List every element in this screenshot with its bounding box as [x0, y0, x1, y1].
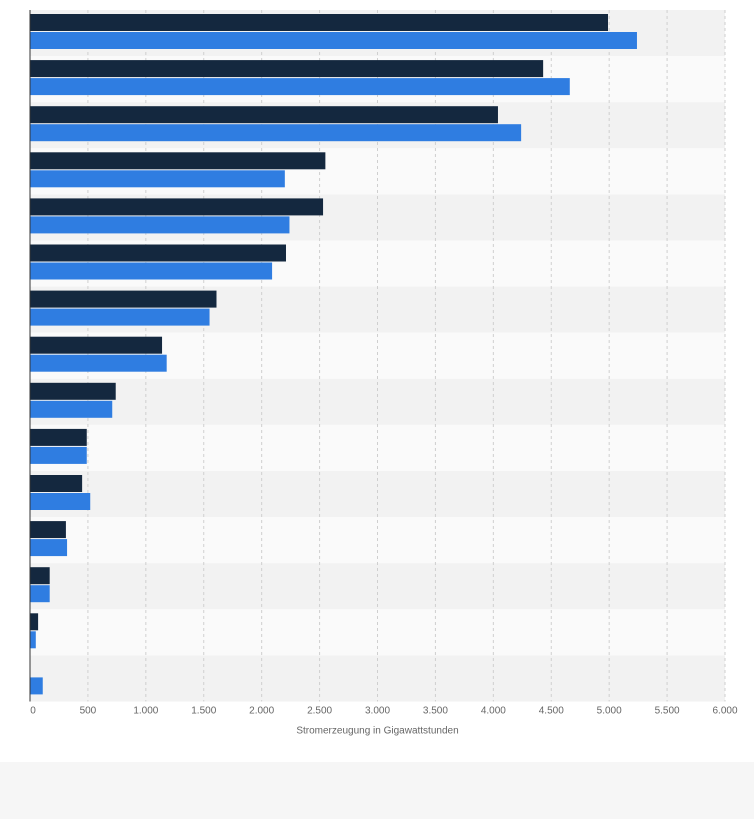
- bar-series-1: [30, 475, 83, 492]
- bar-series-2: [30, 124, 522, 142]
- bar-series-2: [30, 308, 210, 326]
- bar-series-2: [30, 446, 87, 464]
- footer-area: [0, 762, 754, 819]
- bar-series-2: [30, 677, 43, 695]
- x-tick-label: 1.000: [133, 706, 158, 717]
- bar-series-2: [30, 262, 273, 280]
- bar-series-1: [30, 60, 544, 78]
- x-tick-label: 1.500: [191, 706, 216, 717]
- bar-series-1: [30, 382, 116, 400]
- bar-series-1: [30, 290, 217, 308]
- bar-series-1: [30, 106, 498, 124]
- x-tick-label: 2.500: [307, 706, 332, 717]
- bar-series-2: [30, 539, 68, 557]
- bar-series-1: [30, 521, 66, 539]
- bar-series-2: [30, 585, 50, 603]
- x-axis-title: Stromerzeugung in Gigawattstunden: [296, 726, 458, 737]
- x-tick-label: 5.000: [597, 706, 622, 717]
- bar-series-2: [30, 400, 113, 418]
- bar-series-2: [30, 493, 91, 510]
- x-tick-label: 6.000: [712, 706, 737, 717]
- bar-series-2: [30, 78, 570, 96]
- x-tick-label: 500: [80, 706, 97, 717]
- bar-series-2: [30, 354, 167, 372]
- bar-series-1: [30, 244, 286, 262]
- x-tick-label: 4.000: [481, 706, 506, 717]
- bar-series-2: [30, 216, 290, 234]
- x-tick-label: 4.500: [539, 706, 564, 717]
- bar-series-1: [30, 613, 39, 631]
- x-tick-label: 3.500: [423, 706, 448, 717]
- x-tick-label: 0: [30, 706, 36, 717]
- x-tick-label: 5.500: [655, 706, 680, 717]
- bar-series-1: [30, 567, 50, 585]
- bar-series-2: [30, 631, 36, 649]
- bar-series-2: [30, 32, 637, 49]
- x-tick-labels: 0 500 1.000 1.500 2.000 2.500 3.000 3.500 4.000 4…: [30, 706, 738, 717]
- bar-series-2: [30, 170, 285, 188]
- bar-series-1: [30, 14, 609, 31]
- x-tick-label: 2.000: [249, 706, 274, 717]
- x-tick-label: 3.000: [365, 706, 390, 717]
- bar-series-1: [30, 336, 163, 354]
- bar-series-1: [30, 198, 324, 216]
- bar-series-1: [30, 152, 326, 170]
- bars: [30, 14, 637, 695]
- bar-series-1: [30, 428, 87, 446]
